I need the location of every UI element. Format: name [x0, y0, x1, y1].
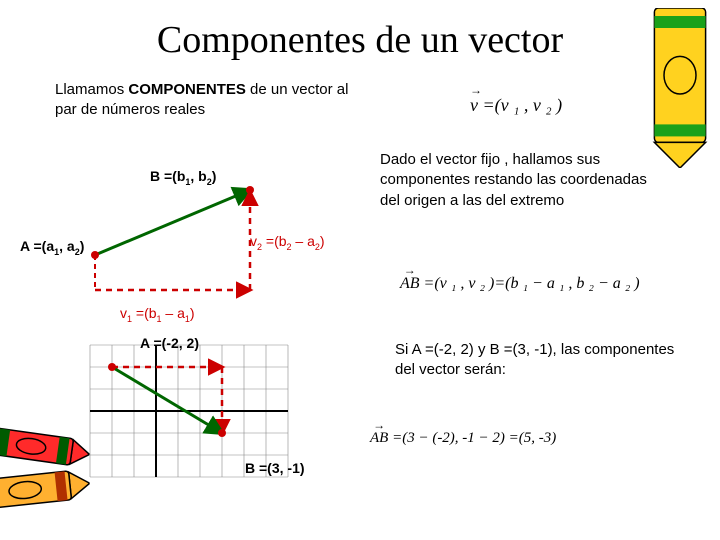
- vector-AB-symbol-2: AB: [370, 430, 388, 447]
- formula-AB-rest: =(v ₁ , v ₂ )=(b ₁ − a ₁ , b ₂ − a ₂ ): [420, 275, 640, 292]
- example-text: Si A =(-2, 2) y B =(3, -1), las componen…: [395, 340, 685, 381]
- component-v1-label: v1 =(b1 – a1): [120, 305, 195, 324]
- formula-v-rest: =(v ₁ , v ₂ ): [478, 95, 562, 115]
- intro-bold: COMPONENTES: [128, 81, 246, 98]
- crayon-yellow-icon: [640, 8, 720, 168]
- formula-AB-numeric: AB =(3 − (-2), -1 − 2) =(5, -3): [370, 430, 556, 447]
- a-end: ): [80, 238, 85, 254]
- v1-dash: – a: [162, 305, 185, 321]
- grid-point-A-label: A =(-2, 2): [140, 335, 199, 351]
- page-title: Componentes de un vector: [0, 0, 720, 62]
- formula-AB-numeric-rest: =(3 − (-2), -1 − 2) =(5, -3): [388, 430, 556, 446]
- b-mid: , b: [190, 168, 206, 184]
- point-B-label: B =(b1, b2): [150, 168, 216, 187]
- b-end: ): [212, 168, 217, 184]
- component-v2-label: v2 =(b2 – a2): [250, 233, 325, 252]
- a-label-pre: A =(a: [20, 238, 54, 254]
- intro-pre: Llamamos: [55, 81, 128, 98]
- v2-dash: – a: [292, 233, 315, 249]
- v1-v: v: [120, 305, 127, 321]
- grid-point-B-label: B =(3, -1): [245, 460, 305, 476]
- intro-text: Llamamos COMPONENTES de un vector al par…: [55, 80, 355, 121]
- v1-rest: =(b: [132, 305, 157, 321]
- v2-end: ): [320, 233, 325, 249]
- b-label-pre: B =(b: [150, 168, 185, 184]
- v1-end: ): [190, 305, 195, 321]
- vector-AB-symbol: AB: [400, 275, 420, 293]
- formula-AB-components: AB =(v ₁ , v ₂ )=(b ₁ − a ₁ , b ₂ − a ₂ …: [400, 275, 640, 293]
- crayon-orange-icon: [0, 464, 92, 513]
- formula-v-components: v =(v ₁ , v ₂ ): [470, 95, 562, 116]
- point-A-label: A =(a1, a2): [20, 238, 84, 257]
- v2-v: v: [250, 233, 257, 249]
- explanation-text: Dado el vector fijo , hallamos sus compo…: [380, 150, 670, 211]
- v2-rest: =(b: [262, 233, 287, 249]
- a-mid: , a: [59, 238, 75, 254]
- vector-v-symbol: v: [470, 95, 478, 116]
